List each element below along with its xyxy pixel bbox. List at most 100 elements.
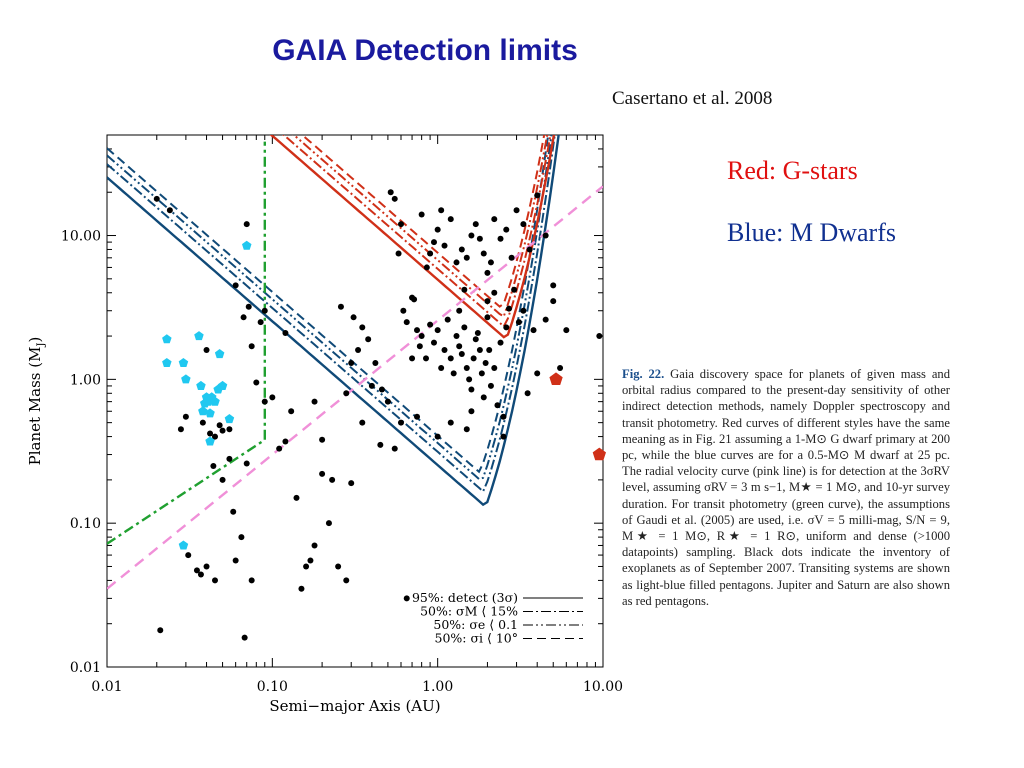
known-planet-dot bbox=[203, 563, 210, 570]
known-planet-dot bbox=[463, 426, 470, 433]
known-planets bbox=[153, 189, 603, 641]
transiting-planet-marker bbox=[178, 358, 189, 367]
transiting-planet-marker bbox=[162, 358, 172, 367]
known-planet-dot bbox=[230, 508, 237, 515]
transiting-planets bbox=[162, 240, 252, 550]
known-planet-dot bbox=[550, 298, 557, 305]
known-planet-dot bbox=[219, 427, 226, 434]
known-planet-dot bbox=[253, 379, 260, 386]
known-planet-dot bbox=[418, 333, 425, 340]
known-planet-dot bbox=[511, 286, 518, 293]
known-planet-dot bbox=[395, 250, 402, 257]
chart-legend: 95%: detect (3σ)50%: σM ⟨ 15%50%: σe ⟨ 0… bbox=[412, 590, 583, 646]
detection-curve-m-dash-dot bbox=[107, 135, 556, 494]
known-planet-dot bbox=[411, 296, 418, 303]
known-planet-dot bbox=[193, 567, 200, 574]
known-planet-dot bbox=[447, 216, 454, 223]
radial-velocity-curve bbox=[107, 185, 603, 590]
transiting-planet-marker bbox=[162, 334, 172, 344]
known-planet-dot bbox=[458, 351, 465, 358]
known-planet-dot bbox=[243, 460, 250, 467]
known-planet-dot bbox=[166, 207, 173, 214]
known-planet-dot bbox=[434, 226, 441, 233]
known-planet-dot bbox=[311, 398, 318, 405]
known-planet-dot bbox=[329, 476, 336, 483]
known-planet-dot bbox=[480, 394, 487, 401]
known-planet-dot bbox=[466, 376, 473, 383]
known-planet-dot bbox=[319, 436, 326, 443]
known-planet-dot bbox=[241, 634, 248, 641]
known-planet-dot bbox=[461, 324, 468, 331]
detection-curve-g-dashed bbox=[300, 135, 546, 308]
known-planet-dot bbox=[207, 430, 214, 437]
legend-entry-label: 95%: detect (3σ) bbox=[412, 590, 518, 605]
known-planet-dot bbox=[468, 408, 475, 415]
known-planet-dot bbox=[524, 390, 531, 397]
known-planet-dot bbox=[515, 319, 522, 326]
y-tick-label: 0.10 bbox=[70, 516, 101, 532]
transiting-planet-marker bbox=[196, 380, 206, 390]
transiting-planet-marker bbox=[217, 380, 228, 390]
known-planet-dot bbox=[472, 336, 479, 343]
known-planet-dot bbox=[261, 307, 268, 314]
known-planet-dot bbox=[491, 289, 498, 296]
known-planet-dot bbox=[197, 571, 204, 578]
known-planet-dot bbox=[226, 455, 233, 462]
known-planet-dot bbox=[248, 343, 255, 350]
solar-system-planets bbox=[549, 372, 606, 461]
transiting-planet-marker bbox=[210, 396, 220, 406]
y-tick-label: 1.00 bbox=[70, 372, 101, 388]
known-planet-dot bbox=[232, 282, 239, 289]
plot-frame bbox=[106, 134, 604, 668]
known-planet-dot bbox=[434, 433, 441, 440]
detection-curve-g-dash-dot bbox=[282, 135, 552, 328]
known-planet-dot bbox=[211, 577, 218, 584]
known-planet-dot bbox=[185, 552, 192, 559]
known-planet-dot bbox=[157, 627, 164, 634]
known-planet-dot bbox=[463, 364, 470, 371]
known-planet-dot bbox=[453, 259, 460, 266]
known-planet-dot bbox=[542, 232, 549, 239]
y-tick-label: 0.01 bbox=[70, 660, 101, 676]
known-planet-dot bbox=[319, 470, 326, 477]
known-planet-dot bbox=[365, 336, 372, 343]
known-planet-dot bbox=[243, 221, 250, 228]
known-planet-dot bbox=[416, 343, 423, 350]
detection-curve-g-solid bbox=[269, 135, 556, 339]
known-planet-dot bbox=[307, 557, 314, 564]
known-planet-dot bbox=[418, 211, 425, 218]
known-planet-dot bbox=[245, 303, 252, 310]
known-planet-dot bbox=[520, 221, 527, 228]
known-planet-dot bbox=[288, 408, 295, 415]
known-planet-dot bbox=[427, 250, 434, 257]
transiting-planet-marker bbox=[242, 240, 252, 250]
known-planet-dot bbox=[468, 386, 475, 393]
known-planet-dot bbox=[226, 426, 233, 433]
known-planet-dot bbox=[337, 303, 344, 310]
known-planet-dot bbox=[441, 346, 448, 353]
known-planet-dot bbox=[211, 433, 218, 440]
known-planet-dot bbox=[486, 346, 493, 353]
known-planet-dot bbox=[182, 413, 189, 420]
known-planet-dot bbox=[409, 355, 416, 362]
x-tick-label: 10.00 bbox=[583, 679, 623, 695]
known-planet-dot bbox=[534, 370, 541, 377]
known-planet-dot bbox=[526, 246, 533, 253]
known-planet-dot bbox=[508, 254, 515, 261]
x-tick-label: 1.00 bbox=[422, 679, 453, 695]
known-planet-dot bbox=[248, 577, 255, 584]
known-planet-dot bbox=[444, 316, 451, 323]
known-planet-dot bbox=[497, 235, 504, 242]
known-planet-dot bbox=[470, 355, 477, 362]
known-planet-dot bbox=[503, 324, 510, 331]
y-axis-label-main: Planet Mass (M bbox=[26, 347, 44, 466]
known-planet-dot bbox=[400, 307, 407, 314]
known-planet-dot bbox=[203, 346, 210, 353]
known-planet-dot bbox=[478, 370, 485, 377]
known-planet-dot bbox=[216, 422, 223, 429]
known-planet-dot bbox=[282, 330, 289, 337]
known-planet-dot bbox=[434, 327, 441, 334]
known-planet-dot bbox=[476, 346, 483, 353]
known-planet-dot bbox=[530, 327, 537, 334]
detection-curve-m-dash-dot-dot bbox=[107, 135, 553, 481]
